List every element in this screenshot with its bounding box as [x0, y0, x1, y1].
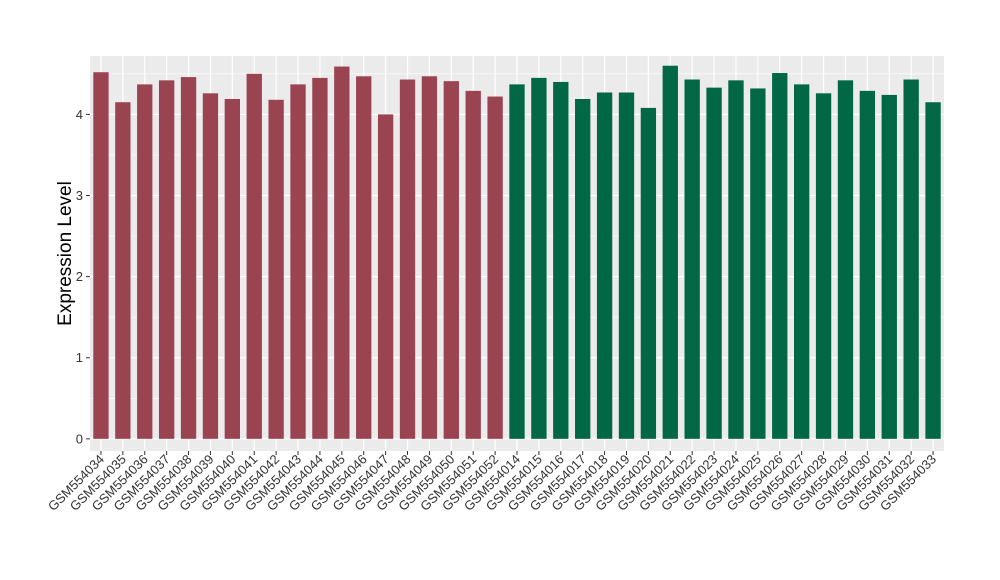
bar-GSM554049	[421, 76, 438, 439]
bar-GSM554034	[93, 72, 109, 439]
bar-GSM554020	[640, 107, 657, 439]
y-tick-label: 3	[76, 188, 83, 203]
bar-GSM554042	[268, 99, 284, 439]
bar-GSM554039	[202, 93, 219, 439]
bar-GSM554035	[115, 102, 131, 439]
bar-GSM554051	[465, 90, 481, 439]
bar-GSM554024	[728, 80, 744, 439]
bar-GSM554052	[487, 96, 503, 439]
bar-GSM554033	[925, 102, 941, 439]
y-axis-title: Expression Level	[55, 181, 76, 326]
y-tick-label: 1	[76, 350, 83, 365]
bar-GSM554031	[881, 94, 897, 439]
bar-GSM554028	[815, 93, 832, 439]
y-tick-label: 0	[76, 431, 83, 446]
bar-GSM554048	[399, 79, 416, 439]
bar-GSM554029	[837, 80, 854, 439]
bar-GSM554016	[553, 81, 569, 439]
bar-GSM554040	[224, 98, 240, 439]
bar-GSM554021	[662, 65, 678, 439]
y-tick-label: 4	[76, 107, 83, 122]
bar-GSM554036	[137, 84, 153, 439]
bar-GSM554014	[509, 84, 525, 439]
bar-GSM554050	[443, 81, 459, 439]
bar-GSM554017	[575, 98, 591, 439]
bar-GSM554025	[750, 88, 766, 439]
bar-GSM554041	[246, 73, 262, 439]
bar-GSM554046	[356, 76, 372, 439]
bar-GSM554032	[903, 79, 919, 439]
bar-GSM554015	[531, 77, 547, 439]
bar-GSM554038	[180, 77, 197, 439]
bar-GSM554026	[772, 73, 788, 439]
bar-GSM554027	[794, 84, 810, 439]
bar-GSM554022	[684, 79, 700, 439]
bars	[93, 65, 941, 439]
x-axis: GSM554034GSM554035GSM554036GSM554037GSM5…	[45, 451, 939, 514]
bar-GSM554045	[334, 66, 350, 439]
bar-GSM554043	[290, 84, 306, 439]
bar-GSM554044	[312, 77, 328, 439]
bar-GSM554019	[618, 92, 635, 439]
bar-GSM554018	[596, 92, 613, 439]
y-tick-label: 2	[76, 269, 83, 284]
bar-GSM554030	[859, 90, 876, 439]
y-axis: 0 1 2 3 4	[76, 107, 90, 446]
bar-GSM554037	[158, 80, 175, 439]
bar-GSM554047	[377, 114, 394, 439]
bar-GSM554023	[706, 87, 722, 439]
